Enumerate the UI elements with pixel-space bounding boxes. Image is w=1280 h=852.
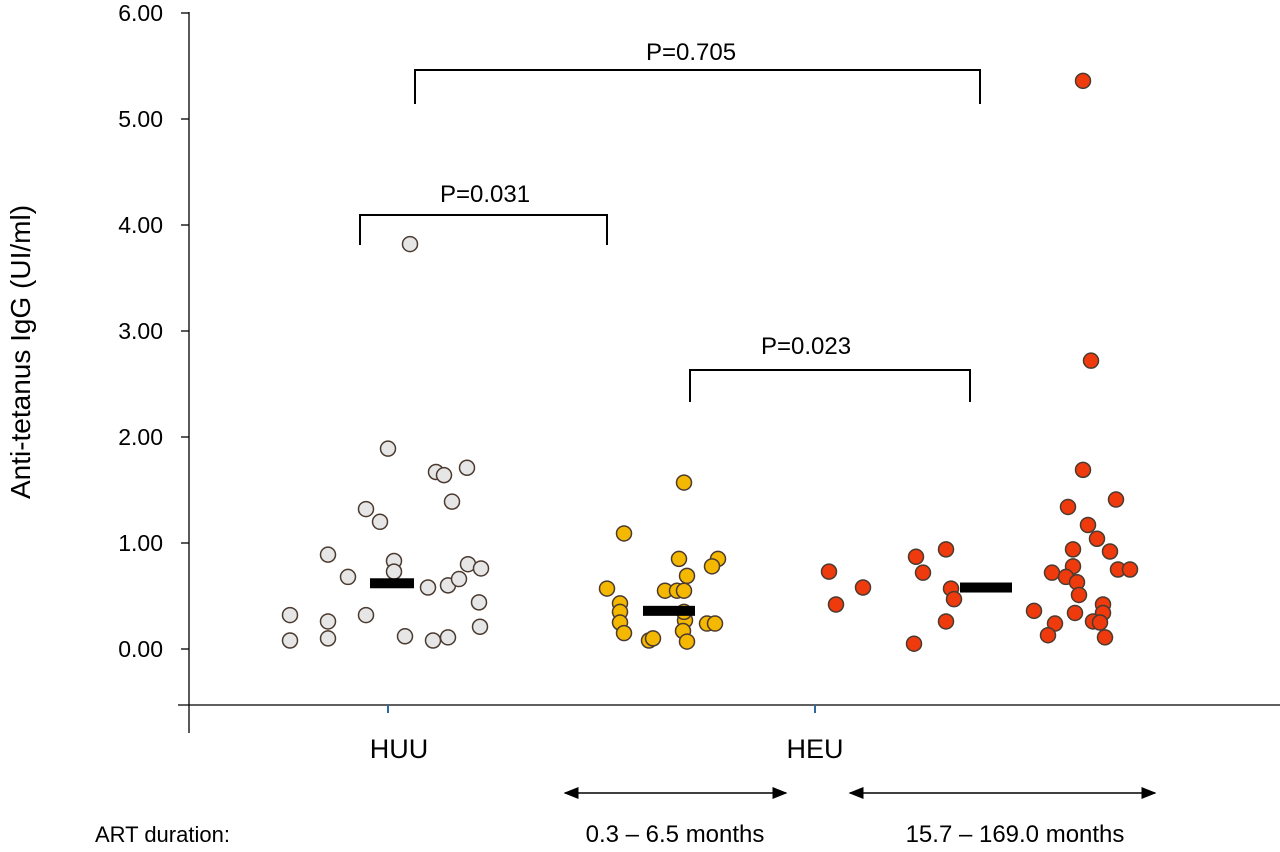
data-point bbox=[1059, 498, 1077, 516]
series-heu-1 bbox=[598, 474, 727, 650]
data-point bbox=[319, 613, 337, 630]
range-label-0: 0.3 – 6.5 months bbox=[586, 821, 765, 847]
y-tick-label: 0.00 bbox=[118, 636, 163, 662]
median-bar bbox=[370, 578, 414, 589]
data-point bbox=[678, 633, 696, 650]
p-value-label-0: P=0.705 bbox=[646, 39, 736, 66]
median-bar bbox=[960, 582, 1012, 593]
data-point bbox=[1039, 626, 1057, 644]
p-value-label-1: P=0.031 bbox=[440, 181, 530, 208]
data-point bbox=[706, 615, 724, 632]
y-axis: 0.00 1.00 2.00 3.00 4.00 5.00 6.00 bbox=[118, 0, 190, 733]
data-point bbox=[1066, 604, 1084, 622]
data-point bbox=[458, 459, 476, 476]
data-point bbox=[1096, 629, 1114, 646]
data-point bbox=[371, 513, 389, 531]
data-point bbox=[615, 525, 633, 542]
data-point bbox=[1043, 564, 1061, 581]
data-point bbox=[1074, 72, 1092, 90]
data-point bbox=[675, 582, 693, 599]
data-point bbox=[937, 613, 955, 630]
data-point bbox=[443, 493, 461, 510]
data-point bbox=[471, 618, 489, 635]
data-point bbox=[1101, 543, 1119, 560]
data-point bbox=[385, 563, 403, 580]
series-huu-0 bbox=[281, 235, 490, 649]
median-bar bbox=[643, 605, 695, 616]
data-point bbox=[439, 629, 457, 646]
data-point bbox=[905, 635, 923, 652]
data-point bbox=[937, 541, 955, 558]
data-point bbox=[598, 580, 616, 597]
y-tick-label: 3.00 bbox=[118, 318, 163, 344]
data-point bbox=[1121, 561, 1139, 578]
data-point bbox=[1070, 586, 1088, 604]
data-point bbox=[357, 500, 375, 518]
data-point bbox=[1025, 602, 1043, 620]
y-tick-label: 5.00 bbox=[118, 106, 163, 132]
p-value-label-2: P=0.023 bbox=[761, 333, 851, 360]
x-tick-label-huu: HUU bbox=[370, 734, 429, 764]
data-point bbox=[907, 548, 925, 566]
data-point bbox=[396, 628, 414, 645]
data-point bbox=[472, 560, 490, 577]
y-tick-label: 2.00 bbox=[118, 424, 163, 450]
data-point bbox=[827, 596, 845, 613]
x-tick-label-heu: HEU bbox=[786, 734, 843, 764]
data-point bbox=[470, 594, 488, 611]
y-axis-label: Anti-tetanus IgG (UI/ml) bbox=[5, 205, 36, 499]
data-point bbox=[1064, 541, 1082, 558]
comparison-bracket-1 bbox=[359, 214, 608, 245]
data-point bbox=[703, 558, 721, 575]
data-point bbox=[945, 590, 963, 608]
art-duration-label: ART duration: bbox=[95, 822, 230, 847]
data-point bbox=[1079, 516, 1097, 534]
comparison-bracket-2 bbox=[689, 369, 971, 402]
data-point bbox=[678, 567, 696, 585]
data-point bbox=[1107, 491, 1125, 508]
data-point bbox=[339, 568, 357, 586]
data-point bbox=[1082, 352, 1100, 369]
data-point bbox=[319, 630, 337, 647]
data-point bbox=[615, 624, 633, 642]
x-axis: HUU HEU bbox=[178, 704, 1280, 764]
y-tick-label: 4.00 bbox=[118, 212, 163, 238]
data-point bbox=[644, 630, 662, 647]
data-point bbox=[1088, 530, 1106, 548]
data-point bbox=[914, 564, 932, 581]
data-point bbox=[419, 579, 437, 596]
data-point bbox=[675, 474, 693, 491]
data-point bbox=[854, 579, 872, 596]
data-point bbox=[401, 235, 419, 253]
comparison-bracket-0 bbox=[414, 69, 981, 104]
data-point bbox=[319, 546, 337, 563]
data-point bbox=[357, 606, 375, 624]
data-point bbox=[1091, 614, 1109, 631]
series-heu-2 bbox=[820, 72, 1139, 652]
y-tick-label: 1.00 bbox=[118, 530, 163, 556]
data-point bbox=[450, 570, 468, 588]
range-label-1: 15.7 – 169.0 months bbox=[906, 821, 1125, 847]
data-point bbox=[281, 606, 299, 624]
data-point bbox=[1074, 461, 1092, 479]
data-point bbox=[379, 440, 397, 457]
data-point bbox=[670, 550, 688, 568]
data-point bbox=[435, 466, 453, 484]
y-tick-label: 6.00 bbox=[118, 0, 163, 26]
data-point bbox=[424, 632, 442, 649]
data-point bbox=[820, 563, 838, 580]
data-point bbox=[281, 632, 299, 649]
